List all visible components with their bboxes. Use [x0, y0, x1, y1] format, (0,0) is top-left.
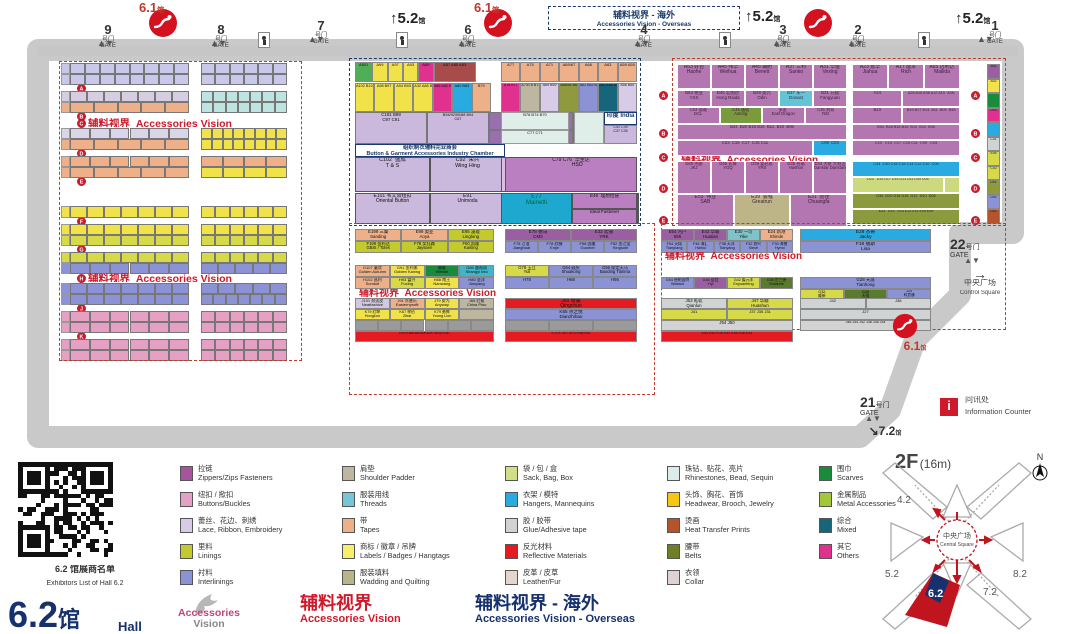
svg-text:8.2: 8.2: [1013, 569, 1027, 580]
svg-text:C: C: [661, 155, 665, 161]
svg-text:D: D: [973, 186, 977, 192]
svg-text:C: C: [973, 155, 977, 161]
svg-text:B: B: [661, 131, 665, 137]
svg-text:7.2: 7.2: [983, 587, 997, 598]
svg-text:中央广场: 中央广场: [943, 531, 971, 540]
svg-text:A: A: [661, 93, 665, 99]
svg-text:B: B: [973, 131, 977, 137]
svg-text:A: A: [973, 93, 977, 99]
svg-text:4.2: 4.2: [897, 495, 911, 506]
svg-text:D: D: [661, 186, 665, 192]
svg-text:Central Square: Central Square: [940, 542, 974, 548]
svg-text:5.2: 5.2: [885, 569, 899, 580]
svg-text:6.2: 6.2: [928, 588, 943, 600]
